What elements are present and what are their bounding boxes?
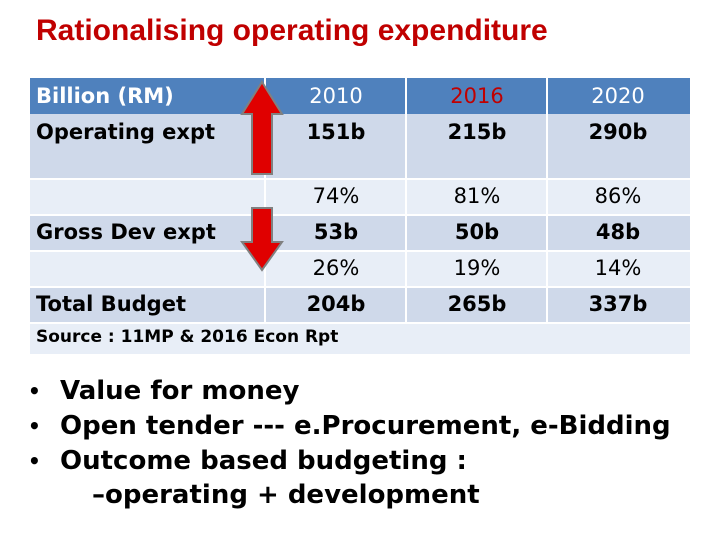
development-2020: 48b [595,220,641,244]
operating-2010: 151b [306,120,366,144]
table-header-row [30,78,690,114]
table-row-total [30,286,690,322]
development-2016: 50b [454,220,500,244]
header-year-2020: 2020 [591,84,645,108]
operating-pct-2016: 81% [453,184,501,208]
development-pct-2010: 26% [312,256,360,280]
total-label: Total Budget [36,292,186,316]
table-row-development [30,214,690,250]
operating-pct-2020: 86% [594,184,642,208]
development-pct-2016: 19% [453,256,501,280]
total-2010: 204b [306,292,366,316]
total-2016: 265b [447,292,507,316]
table-row-development-pct [30,250,690,286]
bullet-item: • Value for money [28,376,300,406]
header-year-2010: 2010 [309,84,363,108]
development-label: Gross Dev expt [36,220,216,244]
down-arrow-icon [240,207,284,272]
bullet-subline: –operating + development [92,480,480,510]
bullet-item: • Open tender --- e.Procurement, e-Biddin… [28,411,671,441]
up-arrow-icon [240,80,284,175]
header-label: Billion (RM) [36,84,174,108]
operating-2016: 215b [447,120,507,144]
table-row-source [30,322,690,354]
table-source: Source : 11MP & 2016 Econ Rpt [36,327,339,347]
operating-2020: 290b [588,120,648,144]
slide-title: Rationalising operating expenditure [36,14,548,47]
operating-label: Operating expt [36,120,216,144]
table-row-operating-pct [30,178,690,214]
development-pct-2020: 14% [594,256,642,280]
development-2010: 53b [313,220,359,244]
operating-pct-2010: 74% [312,184,360,208]
bullet-list: • Value for money • Open tender --- e.Proc… [28,374,671,479]
total-2020: 337b [588,292,648,316]
bullet-item: • Outcome based budgeting : [28,446,467,476]
header-year-2016: 2016 [450,84,504,108]
table-row-operating [30,114,690,178]
